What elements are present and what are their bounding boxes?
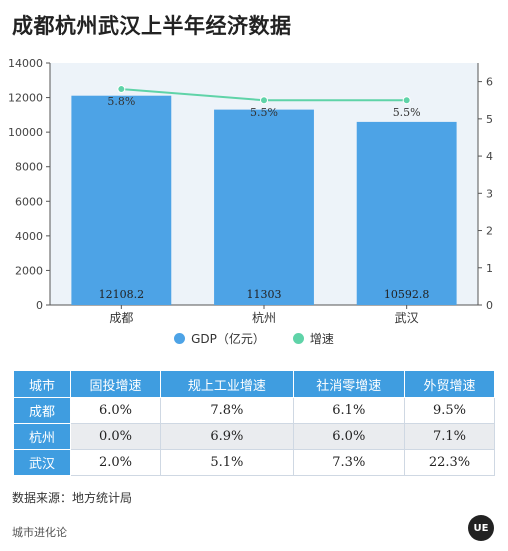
table-header-industry: 规上工业增速 [160,370,294,398]
table-cell: 5.1% [160,449,294,476]
brand-logo: UE [468,515,494,541]
data-source-note: 数据来源：地方统计局 [12,491,133,505]
x-category-label: 武汉 [395,311,419,325]
table-header-row: 城市 固投增速 规上工业增速 社消零增速 外贸增速 [13,370,496,398]
indicator-table: 城市 固投增速 规上工业增速 社消零增速 外贸增速 成都 6.0% 7.8% 6… [13,370,496,476]
legend-label-gdp: GDP（亿元） [191,332,265,346]
legend-item-gdp: GDP（亿元） [174,330,265,347]
legend-item-growth: 增速 [292,330,334,347]
table-cell: 22.3% [403,449,496,476]
left-tick-label: 14000 [8,57,43,70]
table-cell: 9.5% [403,397,496,424]
table-cell: 2.0% [69,449,162,476]
table-header-retail: 社消零增速 [292,370,405,398]
legend-swatch-gdp [174,333,186,344]
gdp-bar [356,121,457,305]
table-row-city: 杭州 [13,423,71,450]
table-header-investment: 固投增速 [69,370,162,398]
left-tick-label: 2000 [15,264,43,277]
left-tick-label: 10000 [8,126,43,139]
growth-point-label: 5.8% [107,95,135,108]
right-tick-label: 6 [486,76,493,89]
table-cell: 6.0% [69,397,162,424]
right-tick-label: 3 [486,187,493,200]
gdp-bar-label: 11303 [247,288,282,301]
left-tick-label: 8000 [15,161,43,174]
x-category-label: 杭州 [252,310,276,325]
right-tick-label: 0 [486,299,493,312]
table-cell: 7.8% [160,397,294,424]
right-tick-label: 5 [486,113,493,126]
left-tick-label: 6000 [15,195,43,208]
combo-chart: 0 2000 4000 6000 8000 10000 12000 14000 0 1 2 3 4 5 6 成… [8,57,493,325]
table-row: 杭州 0.0% 6.9% 6.0% 7.1% [13,423,496,450]
table-cell: 7.1% [403,423,496,450]
growth-point [117,85,126,94]
right-tick-label: 2 [486,225,493,238]
left-tick-label: 0 [36,299,43,312]
table-row: 成都 6.0% 7.8% 6.1% 9.5% [13,397,496,424]
growth-point [402,96,411,105]
footer-brand: 城市进化论 [12,526,67,539]
gdp-bar-label: 12108.2 [99,288,145,301]
table-cell: 6.0% [292,423,405,450]
chart-legend: GDP（亿元） 增速 [0,330,508,347]
table-row: 武汉 2.0% 5.1% 7.3% 22.3% [13,449,496,476]
left-tick-label: 4000 [15,230,43,243]
growth-point-label: 5.5% [393,106,421,119]
gdp-bar [71,95,172,305]
table-row-city: 武汉 [13,449,71,476]
right-tick-label: 1 [486,262,493,275]
legend-swatch-growth [292,333,304,344]
table-cell: 6.9% [160,423,294,450]
table-header-trade: 外贸增速 [403,370,496,398]
gdp-bar [214,109,314,305]
left-tick-label: 12000 [8,92,43,105]
table-row-city: 成都 [13,397,71,424]
table-cell: 6.1% [292,397,405,424]
right-tick-label: 4 [486,150,493,163]
table-header-city: 城市 [13,370,71,398]
table-cell: 7.3% [292,449,405,476]
growth-point-label: 5.5% [250,106,278,119]
page-title: 成都杭州武汉上半年经济数据 [12,14,292,38]
growth-point [260,96,268,105]
x-category-label: 成都 [109,311,133,325]
legend-label-growth: 增速 [309,332,334,346]
gdp-bar-label: 10592.8 [384,288,430,301]
table-cell: 0.0% [69,423,162,450]
